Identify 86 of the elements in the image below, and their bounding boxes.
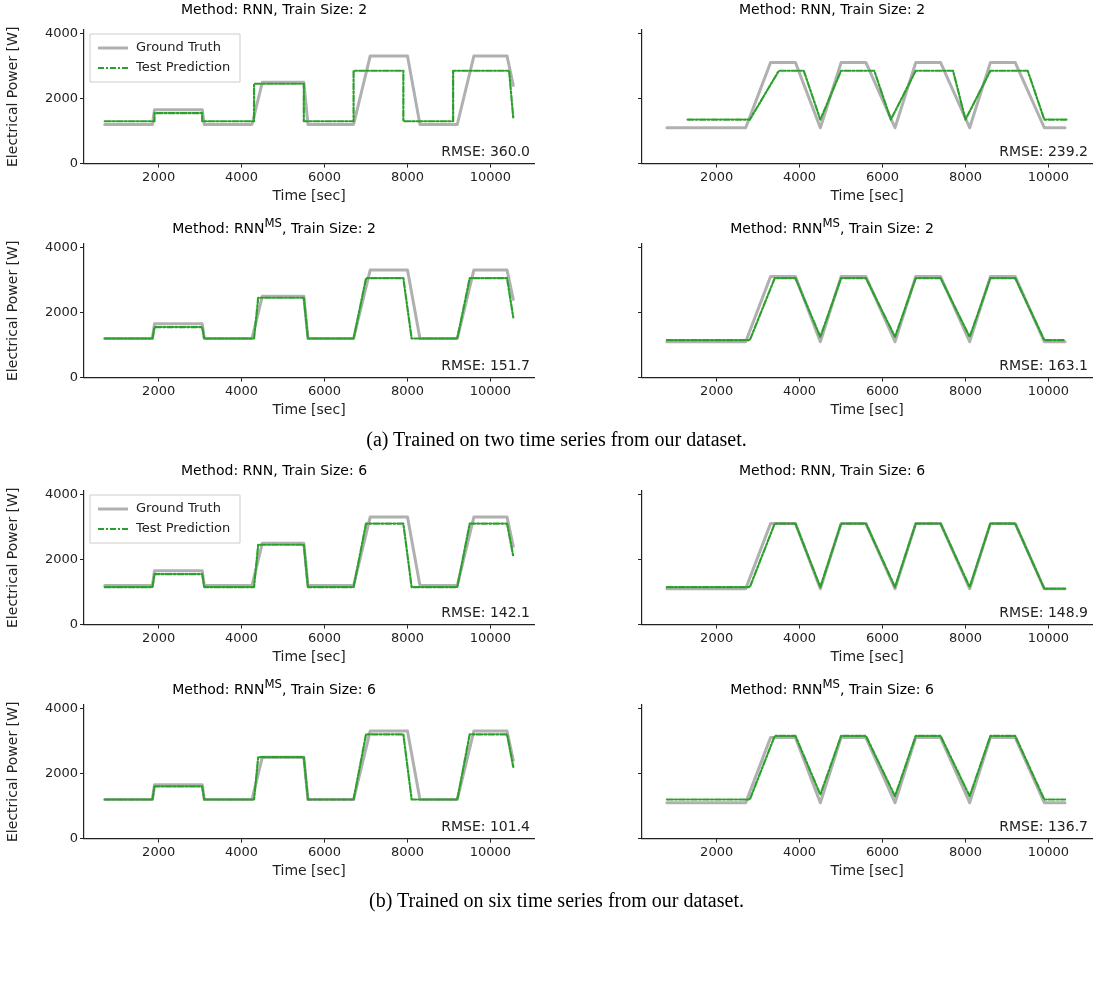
- annotation: RMSE: 239.2: [999, 143, 1088, 160]
- x-tick-label: 10000: [469, 168, 512, 184]
- y-tick-label: 2000: [44, 764, 78, 780]
- x-tick-label: 4000: [783, 629, 817, 645]
- annotation: RMSE: 163.1: [999, 357, 1088, 374]
- legend-label: Ground Truth: [136, 500, 221, 516]
- chart-title: Method: RNN$^{MS}$, Train Size: 6: [171, 676, 377, 697]
- x-tick-label: 6000: [866, 168, 900, 184]
- x-axis-title: Time [sec]: [829, 862, 904, 879]
- x-tick-label: 10000: [469, 382, 512, 398]
- annotation: RMSE: 148.9: [999, 604, 1088, 621]
- y-tick-label: 4000: [44, 24, 78, 40]
- chart-title: Method: RNN$^{MS}$, Train Size: 2: [729, 215, 935, 236]
- annotation: RMSE: 151.7: [441, 357, 530, 374]
- chart-title: Method: RNN$^{MS}$, Train Size: 2: [171, 215, 377, 236]
- text: (a) Trained on two time series from our dataset.: [365, 428, 748, 451]
- y-axis-title: Electrical Power [W]: [4, 240, 21, 381]
- text: (b) Trained on six time series from our dataset.: [368, 889, 745, 912]
- x-tick-label: 2000: [142, 382, 176, 398]
- chart-title: Method: RNN, Train Size: 2: [737, 0, 927, 18]
- annotation: RMSE: 360.0: [441, 143, 530, 160]
- x-tick-label: 8000: [948, 168, 983, 184]
- x-tick-label: 8000: [948, 382, 983, 398]
- x-tick-label: 6000: [308, 168, 342, 184]
- chart-title: Method: RNN, Train Size: 6: [179, 461, 369, 479]
- legend-label: Test Prediction: [135, 59, 231, 75]
- x-tick-label: 6000: [308, 843, 342, 859]
- x-tick-label: 4000: [783, 382, 817, 398]
- x-tick-label: 4000: [783, 168, 817, 184]
- x-axis-title: Time [sec]: [829, 401, 904, 418]
- y-tick-label: 2000: [44, 303, 78, 319]
- x-tick-label: 6000: [866, 382, 900, 398]
- x-tick-label: 8000: [390, 629, 425, 645]
- y-axis-title: Electrical Power [W]: [4, 487, 21, 628]
- x-tick-label: 10000: [1027, 168, 1070, 184]
- x-axis-title: Time [sec]: [271, 401, 346, 418]
- y-tick-label: 0: [69, 368, 78, 384]
- y-tick-label: 2000: [44, 89, 78, 105]
- chart-title: Method: RNN$^{MS}$, Train Size: 6: [729, 676, 935, 697]
- x-tick-label: 10000: [1027, 629, 1070, 645]
- y-axis-title: Electrical Power [W]: [4, 701, 21, 842]
- x-tick-label: 8000: [390, 382, 425, 398]
- x-tick-label: 10000: [1027, 843, 1070, 859]
- y-tick-label: 4000: [44, 699, 78, 715]
- x-tick-label: 2000: [700, 382, 734, 398]
- x-tick-label: 2000: [700, 168, 734, 184]
- x-tick-label: 2000: [142, 843, 176, 859]
- x-tick-label: 2000: [700, 629, 734, 645]
- x-tick-label: 6000: [308, 382, 342, 398]
- x-tick-label: 8000: [390, 843, 425, 859]
- chart-title: Method: RNN, Train Size: 2: [179, 0, 369, 18]
- x-tick-label: 8000: [948, 629, 983, 645]
- x-tick-label: 4000: [783, 843, 817, 859]
- x-tick-label: 2000: [700, 843, 734, 859]
- x-axis-title: Time [sec]: [829, 187, 904, 204]
- x-tick-label: 6000: [866, 843, 900, 859]
- y-tick-label: 0: [69, 615, 78, 631]
- x-tick-label: 10000: [469, 629, 512, 645]
- y-tick-label: 4000: [44, 238, 78, 254]
- annotation: RMSE: 142.1: [441, 604, 530, 621]
- x-tick-label: 8000: [390, 168, 425, 184]
- x-tick-label: 4000: [225, 629, 259, 645]
- x-axis-title: Time [sec]: [271, 187, 346, 204]
- y-axis-title: Electrical Power [W]: [4, 26, 21, 167]
- y-tick-label: 0: [69, 829, 78, 845]
- legend-label: Test Prediction: [135, 520, 231, 536]
- x-tick-label: 4000: [225, 168, 259, 184]
- legend-label: Ground Truth: [136, 39, 221, 55]
- x-tick-label: 4000: [225, 382, 259, 398]
- x-tick-label: 2000: [142, 168, 176, 184]
- x-tick-label: 6000: [308, 629, 342, 645]
- x-tick-label: 6000: [866, 629, 900, 645]
- x-tick-label: 10000: [469, 843, 512, 859]
- x-axis-title: Time [sec]: [829, 648, 904, 665]
- annotation: RMSE: 136.7: [999, 818, 1088, 835]
- x-axis-title: Time [sec]: [271, 862, 346, 879]
- x-tick-label: 4000: [225, 843, 259, 859]
- y-tick-label: 0: [69, 154, 78, 170]
- y-tick-label: 2000: [44, 550, 78, 566]
- annotation: RMSE: 101.4: [441, 818, 531, 835]
- x-tick-label: 8000: [948, 843, 983, 859]
- y-tick-label: 4000: [44, 485, 78, 501]
- x-tick-label: 10000: [1027, 382, 1070, 398]
- x-tick-label: 2000: [142, 629, 176, 645]
- x-axis-title: Time [sec]: [271, 648, 346, 665]
- chart-title: Method: RNN, Train Size: 6: [737, 461, 927, 479]
